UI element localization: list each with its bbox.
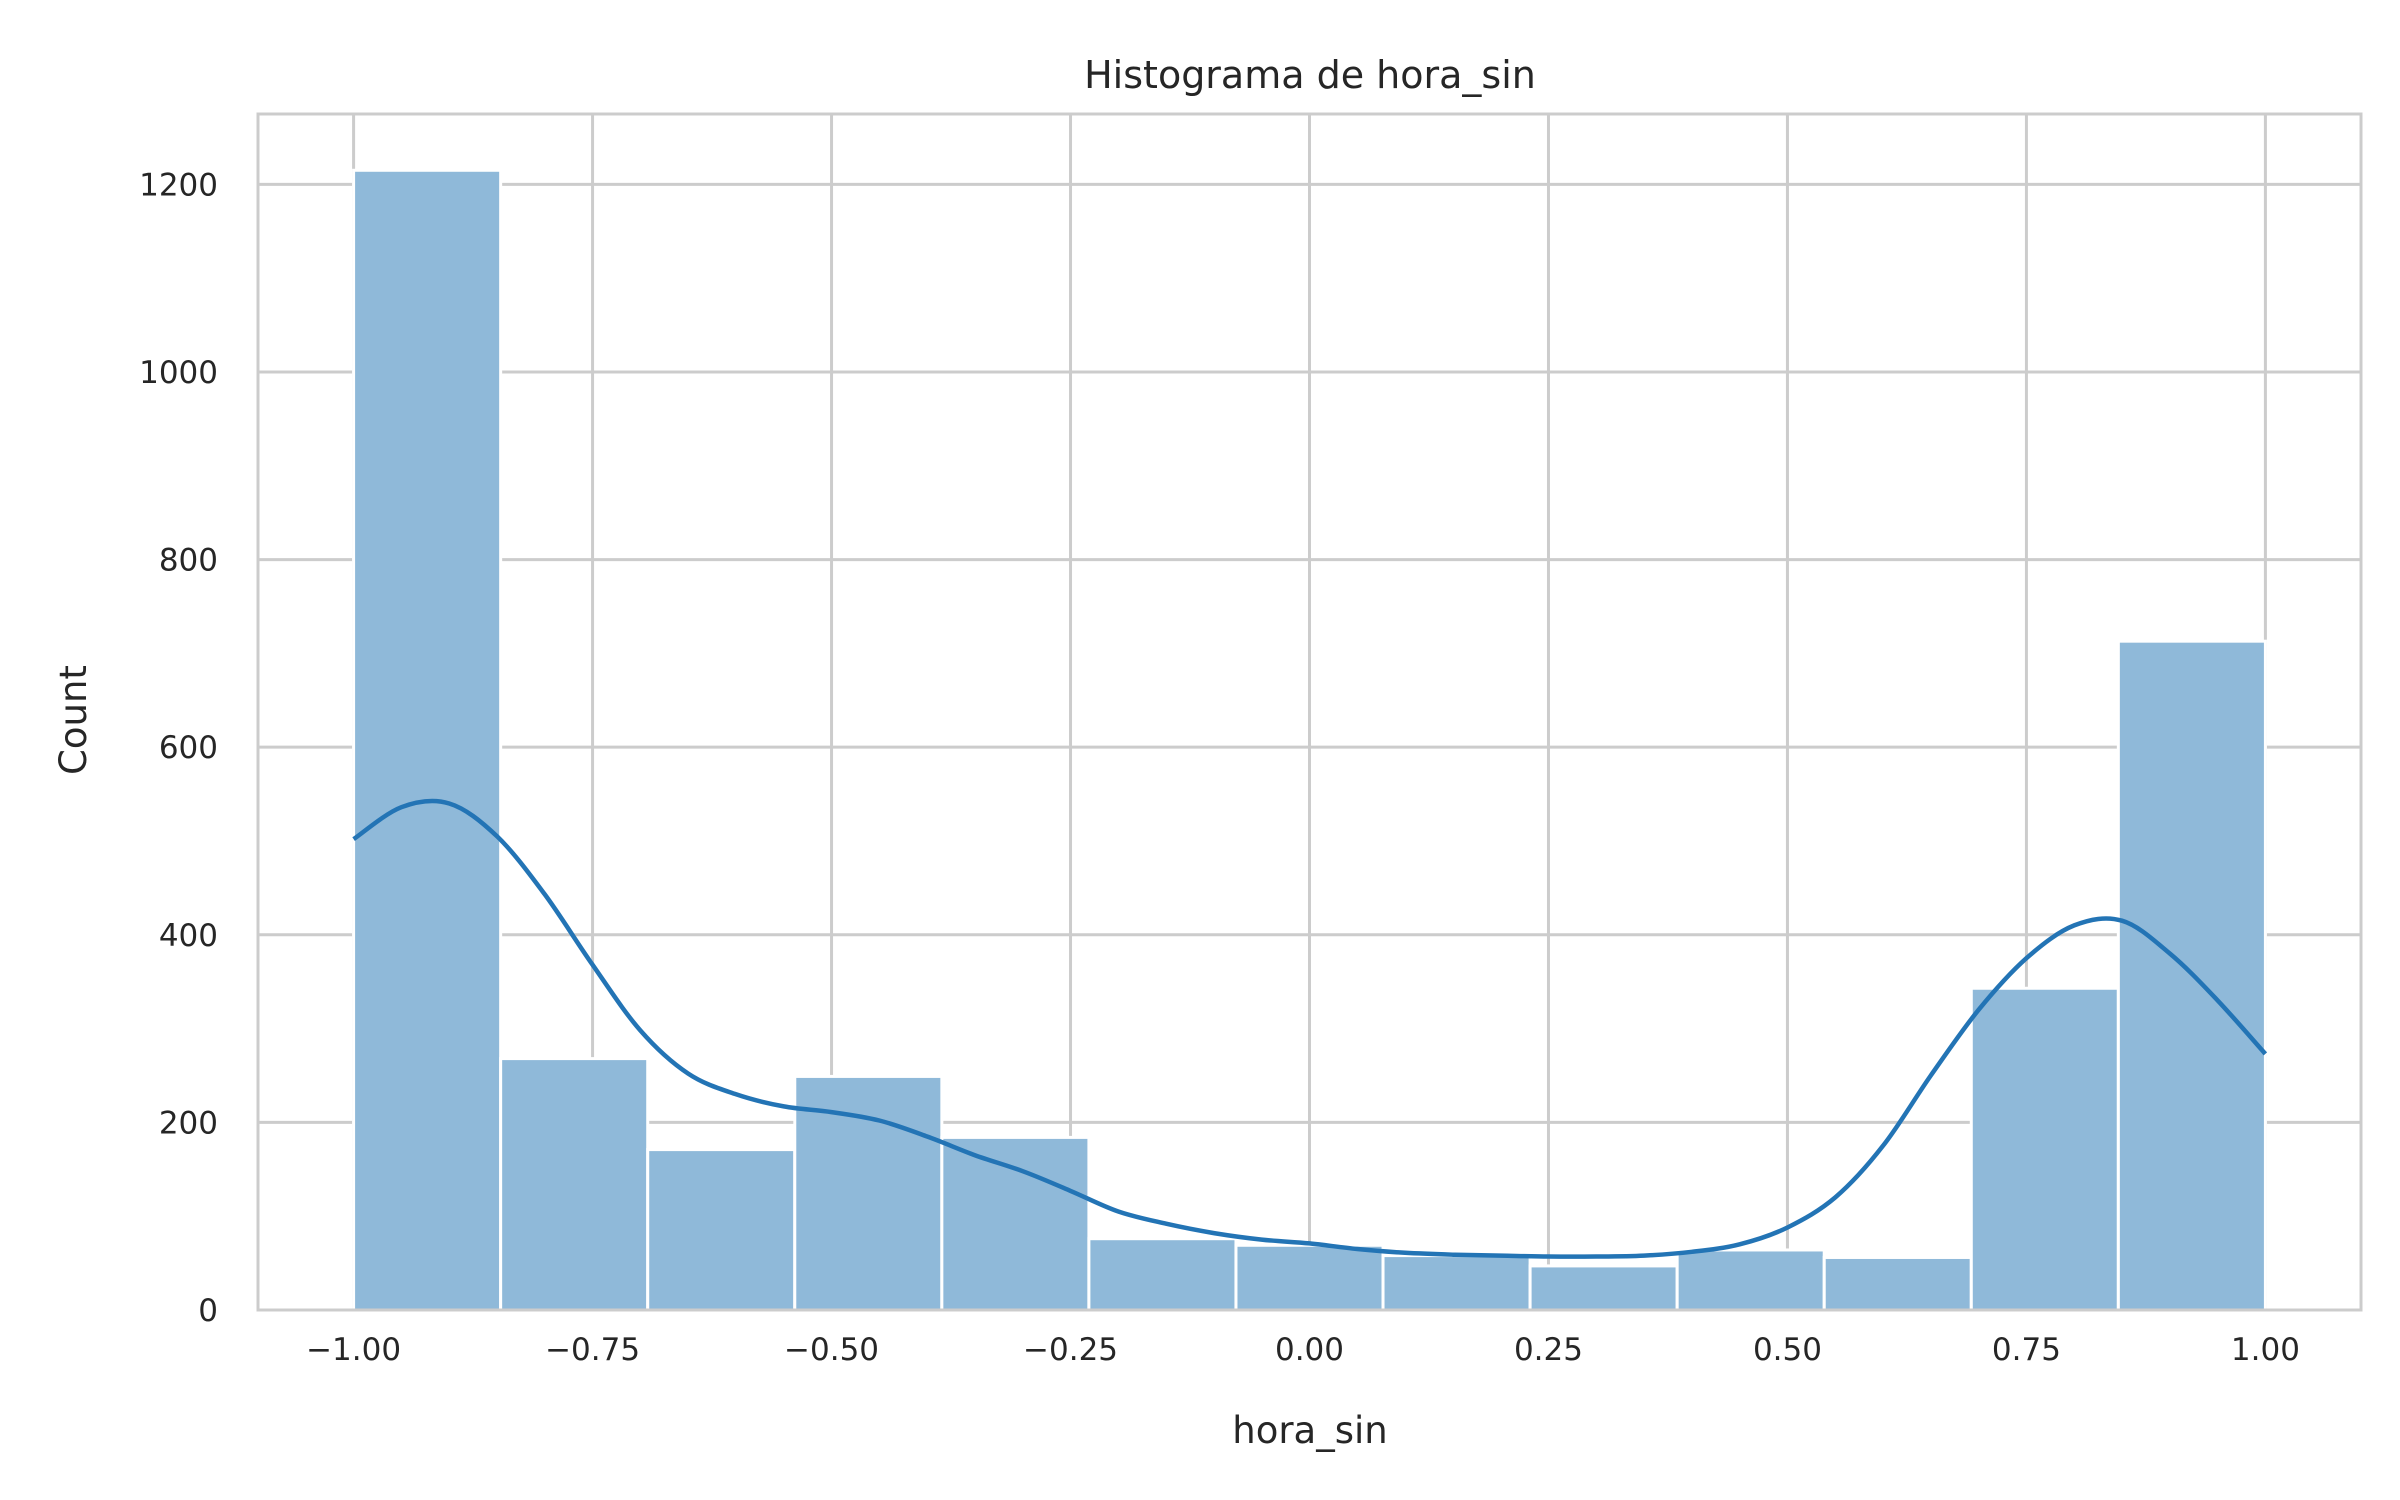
histogram-bar	[646, 1148, 797, 1312]
y-tick-label: 1200	[139, 167, 218, 203]
histogram-bar	[1822, 1255, 1973, 1312]
histogram-bars	[352, 168, 2267, 1312]
y-tick-label: 1000	[139, 355, 218, 391]
y-tick-label: 200	[159, 1105, 218, 1141]
histogram-bar	[499, 1057, 650, 1312]
y-tick-label: 400	[159, 918, 218, 954]
histogram-bar	[1528, 1264, 1679, 1312]
kde-curve-group	[352, 798, 2268, 1259]
histogram-bar	[1969, 986, 2120, 1312]
chart-title: Histograma de hora_sin	[1084, 53, 1536, 97]
y-tick-labels: 0 200 400 600 800 1000 1200	[139, 167, 218, 1329]
y-tick-label: 0	[198, 1293, 218, 1329]
histogram-bar	[1234, 1243, 1385, 1312]
y-axis-label: Count	[52, 665, 95, 775]
histogram-bar	[1381, 1254, 1532, 1312]
histogram-bar	[352, 168, 503, 1312]
x-tick-label: −0.25	[1023, 1332, 1118, 1368]
kde-curve	[352, 798, 2268, 1259]
x-tick-label: 0.00	[1275, 1332, 1344, 1368]
x-tick-label: 1.00	[2231, 1332, 2300, 1368]
histogram-bar	[940, 1135, 1091, 1312]
x-tick-labels: −1.00 −0.75 −0.50 −0.25 0.00 0.25 0.50 0.75 1.00	[306, 1332, 2300, 1368]
x-axis-label: hora_sin	[1232, 1409, 1387, 1452]
plot-frame	[256, 112, 2363, 1312]
y-tick-label: 600	[159, 730, 218, 766]
histogram-bar	[1087, 1237, 1238, 1312]
y-tick-label: 800	[159, 543, 218, 579]
x-tick-label: −0.50	[784, 1332, 879, 1368]
x-tick-label: 0.50	[1753, 1332, 1822, 1368]
histogram-bar	[1675, 1248, 1826, 1312]
x-tick-label: 0.75	[1992, 1332, 2061, 1368]
x-tick-label: 0.25	[1514, 1332, 1583, 1368]
x-tick-label: −1.00	[306, 1332, 401, 1368]
x-tick-label: −0.75	[545, 1332, 640, 1368]
